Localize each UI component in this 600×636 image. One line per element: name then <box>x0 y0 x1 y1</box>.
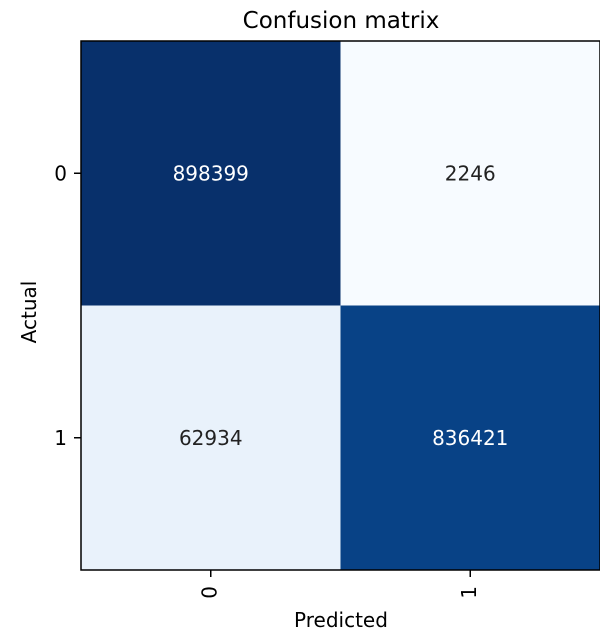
plot-frame <box>80 40 600 571</box>
cell-value-labels: 898399 2246 62934 836421 <box>173 161 509 450</box>
cell-value-label-1-1: 836421 <box>432 426 508 450</box>
cell-value-label-0-1: 2246 <box>445 161 496 185</box>
x-tick-label-1: 1 <box>457 586 481 599</box>
heatmap-cell-1-1 <box>340 305 600 570</box>
heatmap-cell-1-0 <box>81 305 341 570</box>
cell-value-label-1-0: 62934 <box>179 426 243 450</box>
y-tick-label-0: 0 <box>54 161 67 185</box>
heatmap-cells <box>81 41 600 570</box>
y-axis-label: Actual <box>17 281 41 344</box>
chart-title: Confusion matrix <box>243 8 440 34</box>
x-tick-label-0: 0 <box>197 586 221 599</box>
y-tick-label-1: 1 <box>54 426 67 450</box>
heatmap-cell-0-1 <box>340 41 600 306</box>
heatmap-cell-0-0 <box>81 41 341 306</box>
x-axis-label: Predicted <box>294 608 388 632</box>
cell-value-label-0-0: 898399 <box>173 161 249 185</box>
y-axis-ticks: 01 <box>54 161 81 450</box>
